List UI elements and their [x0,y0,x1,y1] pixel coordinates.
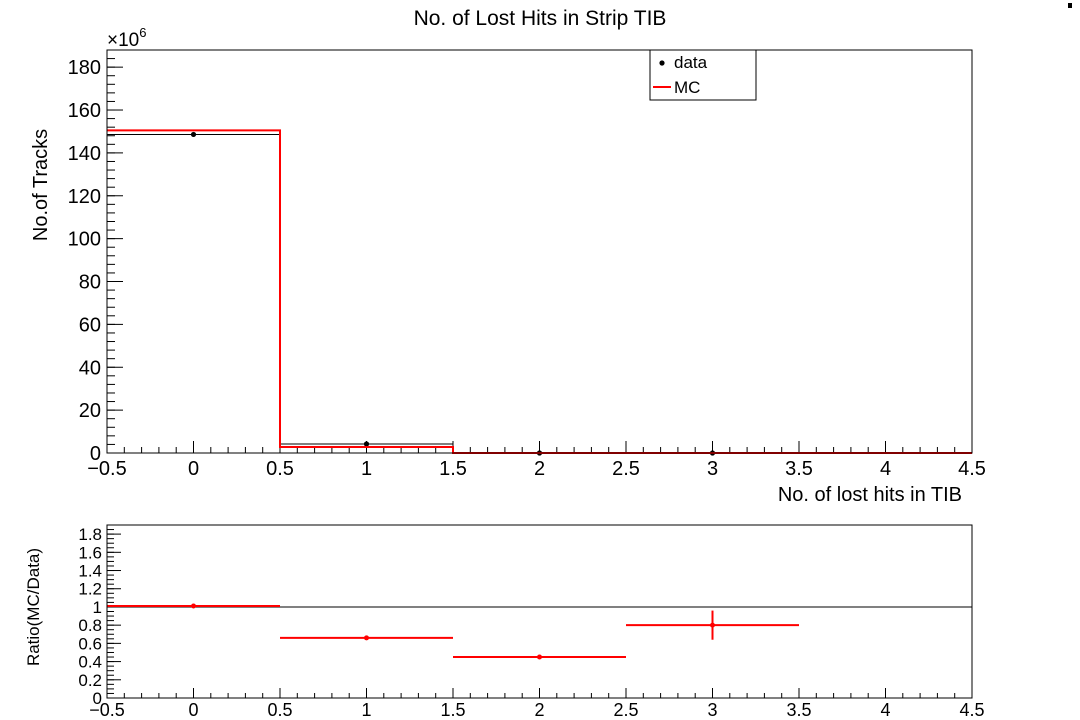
main-y-tick-labels: 0 20 40 60 80 100 120 140 160 180 [68,57,101,465]
main-histogram-series [107,129,972,456]
ratio-y-tick-label: 0.6 [78,634,102,653]
ratio-x-tick-label: −0.5 [89,700,125,720]
main-x-tick-label: 3.5 [785,458,813,480]
main-y-tick-label: 140 [68,143,101,165]
mc-histogram-line [107,129,972,454]
x-axis-label: No. of lost hits in TIB [778,484,962,506]
ratio-point-marker [710,622,715,628]
ratio-point-marker [364,635,369,641]
y-multiplier: ×106 [107,25,146,51]
main-y-tick-label: 60 [79,314,101,336]
main-y-tick-label: 160 [68,100,101,122]
ratio-y-tick-label: 0 [93,689,102,708]
ratio-y-tick-label: 1 [93,598,102,617]
main-y-tick-label: 100 [68,229,101,251]
main-y-tick-label: 80 [79,272,101,294]
ratio-y-tick-label: 0.8 [78,616,102,635]
main-x-tick-label: 1.5 [439,458,467,480]
ratio-y-tick-label: 1.2 [78,580,102,599]
ratio-panel: −0.5 0 0.5 1 1.5 2 2.5 3 3.5 4 4.5 00.20.40.60.811… [24,524,985,720]
ratio-axis-ticks [106,524,973,699]
ratio-point-marker [191,603,196,609]
main-x-tick-labels: −0.5 0 0.5 1 1.5 2 2.5 3 3.5 4 4.5 [87,458,986,480]
main-x-tick-label: 4.5 [958,458,986,480]
y-axis-label: No.of Tracks [30,129,52,241]
ratio-y-tick-label: 1.4 [78,562,102,581]
ratio-x-tick-label: 2.5 [613,700,638,720]
ratio-x-tick-label: 0.5 [267,700,292,720]
ratio-point-marker [537,654,542,660]
main-x-tick-label: 1 [361,458,372,480]
ratio-x-tick-label: 4 [880,700,890,720]
ratio-x-tick-label: 0 [188,700,198,720]
main-y-tick-label: 180 [68,57,101,79]
data-point-marker [190,131,197,138]
legend: data MC [649,49,757,101]
main-axis-ticks [106,49,973,454]
ratio-y-tick-label: 1.6 [78,543,102,562]
corner-mark [1068,3,1072,8]
ratio-x-tick-label: 2 [534,700,544,720]
data-point-marker [363,441,370,447]
ratio-x-tick-label: 3.5 [786,700,811,720]
ratio-series [107,603,799,660]
y-multiplier-base: ×10 [107,30,139,51]
main-x-tick-label: 2.5 [612,458,640,480]
ratio-x-tick-label: 4.5 [959,700,984,720]
ratio-x-tick-label: 1.5 [440,700,465,720]
ratio-y-axis-label: Ratio(MC/Data) [24,548,43,666]
main-x-tick-label: 0.5 [266,458,294,480]
main-y-tick-label: 20 [79,400,101,422]
ratio-x-tick-label: 3 [707,700,717,720]
legend-data-label: data [674,53,708,72]
main-x-tick-label: −0.5 [87,458,126,480]
main-x-tick-label: 0 [188,458,199,480]
ratio-y-tick-labels: 00.20.40.60.811.21.41.61.8 [78,525,102,708]
ratio-x-tick-labels: −0.5 0 0.5 1 1.5 2 2.5 3 3.5 4 4.5 [89,700,984,720]
legend-data-marker [659,60,665,66]
ratio-plot-frame [106,524,973,699]
chart-title: No. of Lost Hits in Strip TIB [414,7,667,30]
data-histogram-line [107,133,972,454]
main-x-tick-label: 4 [880,458,891,480]
ratio-x-tick-label: 1 [361,700,371,720]
legend-box [649,49,757,101]
main-y-tick-label: 120 [68,186,101,208]
main-plot-frame [106,49,973,454]
ratio-y-tick-label: 0.2 [78,671,102,690]
ratio-y-tick-label: 1.8 [78,525,102,544]
y-multiplier-exponent: 6 [139,25,146,40]
legend-mc-label: MC [674,78,700,97]
ratio-y-tick-label: 0.4 [78,653,102,672]
main-y-tick-label: 40 [79,357,101,379]
main-y-tick-label: 0 [90,443,101,465]
main-histogram-panel: −0.5 0 0.5 1 1.5 2 2.5 3 3.5 4 4.5 020406080100120… [30,25,986,506]
main-x-tick-label: 2 [534,458,545,480]
main-x-tick-label: 3 [707,458,718,480]
